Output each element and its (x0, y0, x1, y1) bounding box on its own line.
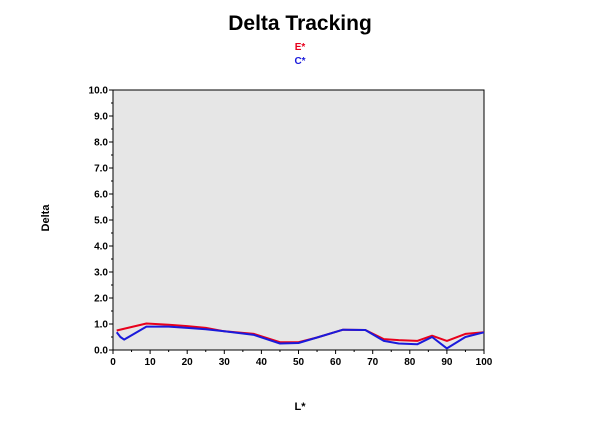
x-tick-label: 50 (293, 357, 305, 368)
y-tick-label: 9.0 (94, 112, 108, 123)
y-tick-label: 0.0 (94, 346, 108, 357)
y-tick-label: 4.0 (94, 242, 108, 253)
x-tick-label: 90 (441, 357, 453, 368)
x-tick-label: 60 (330, 357, 342, 368)
chart-title: Delta Tracking (228, 12, 372, 35)
legend-entry-c: C* (294, 56, 306, 67)
x-tick-label: 100 (476, 357, 493, 368)
x-tick-label: 10 (145, 357, 157, 368)
x-tick-label: 40 (256, 357, 268, 368)
x-tick-label: 30 (219, 357, 231, 368)
y-tick-label: 5.0 (94, 216, 108, 227)
x-tick-label: 20 (182, 357, 194, 368)
plot-area (112, 89, 485, 351)
y-tick-label: 1.0 (94, 320, 108, 331)
x-tick-label: 80 (404, 357, 416, 368)
y-tick-label: 6.0 (94, 190, 108, 201)
x-tick-label: 0 (110, 357, 116, 368)
y-tick-label: 7.0 (94, 164, 108, 175)
x-axis-label: L* (294, 401, 306, 413)
x-tick-label: 70 (367, 357, 379, 368)
y-tick-label: 2.0 (94, 294, 108, 305)
y-tick-label: 3.0 (94, 268, 108, 279)
y-tick-label: 8.0 (94, 138, 108, 149)
series-line-c (115, 325, 485, 350)
legend-entry-e: E* (294, 42, 306, 53)
y-tick-label: 10.0 (89, 86, 109, 97)
